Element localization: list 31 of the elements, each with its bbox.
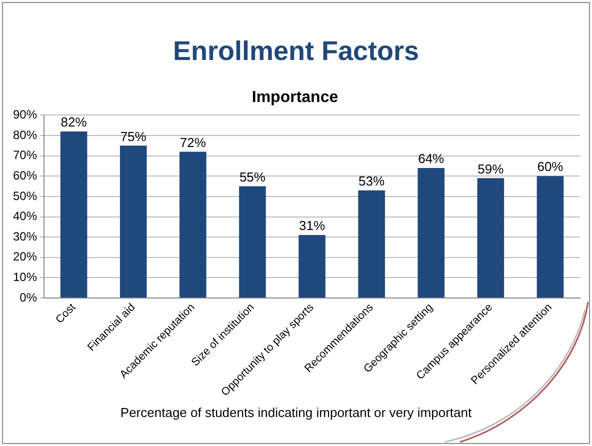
y-tick-label: 70% — [12, 148, 38, 162]
text: Percentage of students indicating important or very important — [119, 405, 473, 420]
data-label: 55% — [239, 169, 266, 184]
bar — [418, 168, 445, 298]
chart-title: Enrollment Factors — [172, 36, 420, 67]
y-tick-label: 0% — [20, 290, 38, 304]
y-tick-label: 50% — [12, 188, 38, 203]
bar — [358, 190, 385, 298]
chart-subtitle: Importance — [252, 89, 338, 106]
data-label: 59% — [478, 161, 504, 176]
y-tick-label: 10% — [12, 270, 38, 284]
y-tick-label: 80% — [12, 128, 38, 142]
y-tick-label: 20% — [12, 250, 38, 264]
y-tick-label: 90% — [12, 108, 38, 122]
bar — [120, 146, 147, 298]
bar — [298, 235, 326, 298]
data-label: 64% — [418, 151, 445, 166]
data-label: 31% — [298, 218, 326, 234]
bar — [536, 176, 564, 298]
bar — [239, 186, 266, 298]
y-tick-label: 30% — [12, 229, 38, 244]
bar — [180, 152, 206, 298]
data-label: 82% — [60, 114, 88, 130]
data-label: 53% — [358, 173, 386, 188]
y-tick-label: 40% — [12, 209, 38, 224]
data-label: 60% — [537, 159, 564, 174]
data-label: 72% — [180, 134, 206, 150]
y-tick-label: 60% — [12, 168, 38, 182]
bar — [60, 131, 88, 298]
data-label: 75% — [120, 128, 147, 144]
bar — [477, 178, 504, 298]
